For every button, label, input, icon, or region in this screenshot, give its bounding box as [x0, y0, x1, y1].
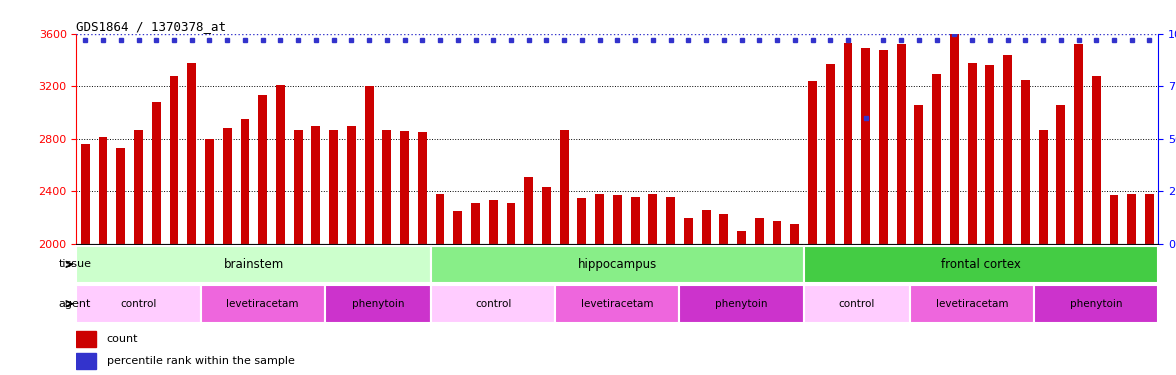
Bar [432, 246, 803, 283]
Bar [76, 353, 96, 369]
Bar [680, 285, 803, 322]
Bar [577, 198, 587, 244]
Bar [803, 285, 910, 322]
Bar [790, 224, 800, 244]
Bar [99, 138, 107, 244]
Text: levetiracetam: levetiracetam [581, 299, 654, 309]
Text: agent: agent [59, 299, 91, 309]
Bar [1038, 130, 1048, 244]
Bar [648, 194, 657, 244]
Bar [542, 188, 550, 244]
Bar [803, 246, 1158, 283]
Bar [152, 102, 161, 244]
Bar [432, 285, 555, 322]
Bar [329, 130, 338, 244]
Bar [435, 194, 445, 244]
Bar [985, 65, 994, 244]
Bar [76, 331, 96, 346]
Bar [312, 126, 320, 244]
Bar [276, 85, 285, 244]
Bar [205, 139, 214, 244]
Text: hippocampus: hippocampus [577, 258, 657, 271]
Text: levetiracetam: levetiracetam [227, 299, 299, 309]
Bar [382, 130, 392, 244]
Bar [134, 130, 143, 244]
Bar [666, 196, 675, 244]
Text: percentile rank within the sample: percentile rank within the sample [107, 356, 295, 366]
Bar [878, 50, 888, 244]
Bar [897, 44, 906, 244]
Bar [720, 214, 728, 244]
Bar [1056, 105, 1065, 244]
Bar [613, 195, 622, 244]
Bar [1145, 194, 1154, 244]
Bar [294, 130, 302, 244]
Bar [524, 177, 533, 244]
Bar [76, 246, 432, 283]
Bar [1091, 76, 1101, 244]
Bar [347, 126, 356, 244]
Bar [737, 231, 746, 244]
Bar [489, 200, 497, 244]
Bar [507, 203, 515, 244]
Bar [968, 63, 976, 244]
Bar [861, 48, 870, 244]
Text: control: control [120, 299, 156, 309]
Bar [417, 132, 427, 244]
Bar [555, 285, 680, 322]
Text: tissue: tissue [59, 260, 92, 269]
Bar [259, 96, 267, 244]
Bar [933, 74, 941, 244]
Bar [1110, 195, 1118, 244]
Bar [472, 203, 480, 244]
Bar [702, 210, 710, 244]
Bar [773, 221, 782, 244]
Bar [1128, 194, 1136, 244]
Text: count: count [107, 334, 139, 344]
Bar [1074, 44, 1083, 244]
Text: phenytoin: phenytoin [1070, 299, 1123, 309]
Bar [400, 131, 409, 244]
Text: brainstem: brainstem [223, 258, 283, 271]
Bar [915, 105, 923, 244]
Bar [201, 285, 325, 322]
Bar [595, 194, 604, 244]
Bar [241, 119, 249, 244]
Bar [81, 144, 89, 244]
Bar [843, 43, 853, 244]
Bar [325, 285, 432, 322]
Text: GDS1864 / 1370378_at: GDS1864 / 1370378_at [76, 20, 227, 33]
Text: control: control [475, 299, 512, 309]
Bar [453, 211, 462, 244]
Bar [755, 217, 763, 244]
Text: levetiracetam: levetiracetam [936, 299, 1008, 309]
Text: phenytoin: phenytoin [715, 299, 768, 309]
Text: phenytoin: phenytoin [352, 299, 405, 309]
Bar [808, 81, 817, 244]
Bar [1003, 55, 1013, 244]
Bar [116, 148, 125, 244]
Bar [560, 130, 569, 244]
Bar [365, 86, 374, 244]
Bar [1034, 285, 1158, 322]
Bar [76, 285, 201, 322]
Bar [684, 217, 693, 244]
Bar [950, 33, 958, 244]
Bar [826, 64, 835, 244]
Text: frontal cortex: frontal cortex [941, 258, 1021, 271]
Bar [169, 76, 179, 244]
Bar [187, 63, 196, 244]
Bar [910, 285, 1034, 322]
Bar [1021, 80, 1030, 244]
Text: control: control [838, 299, 875, 309]
Bar [630, 196, 640, 244]
Bar [222, 128, 232, 244]
